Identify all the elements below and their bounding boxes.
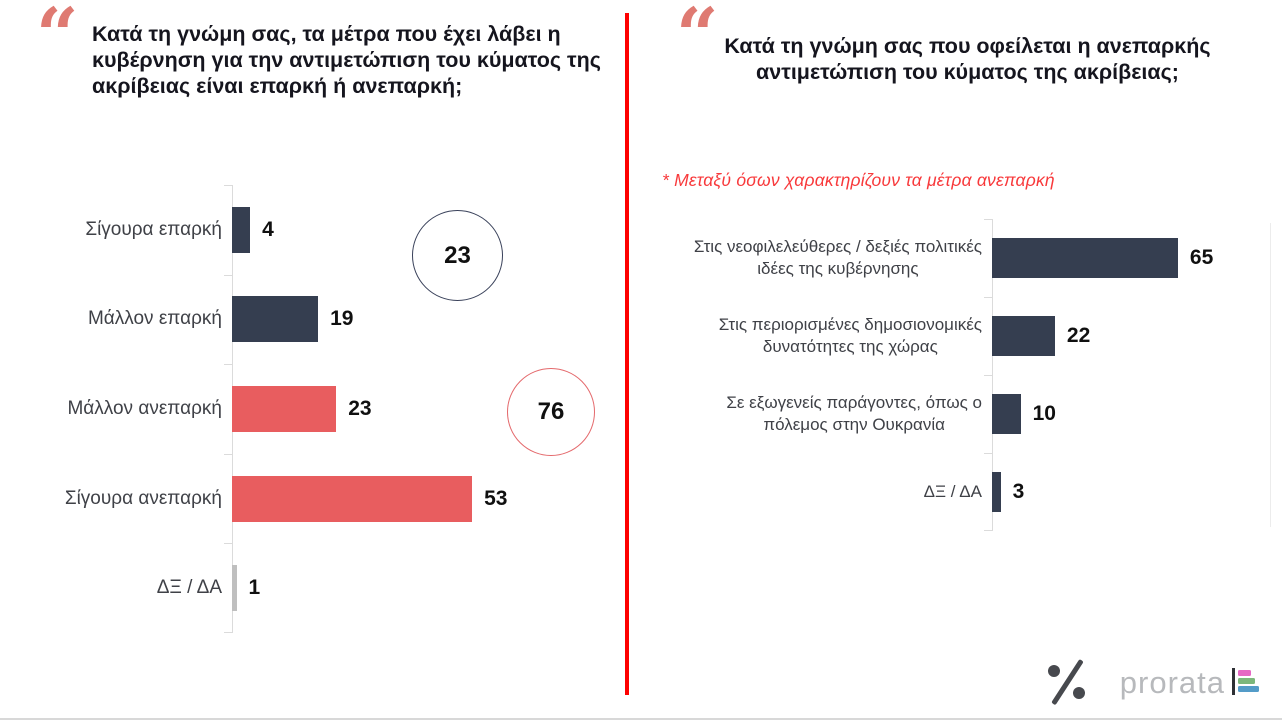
bar — [232, 565, 237, 612]
left-bar-chart: Σίγουρα επαρκή 4 Μάλλον επαρκή 19 Μάλλον ανε… — [0, 185, 628, 633]
value-label: 1 — [248, 576, 261, 600]
chart-row: Στις νεοφιλελεύθερες / δεξιές πολιτικές … — [660, 219, 1282, 297]
mini-bar-chart-icon — [1232, 668, 1262, 696]
quote-icon: “ — [36, 0, 79, 79]
percent-icon — [1044, 656, 1090, 708]
chart-row: ΔΞ / ΔΑ 1 — [0, 543, 628, 633]
axis-tick — [984, 219, 992, 220]
category-label: Σίγουρα επαρκή — [85, 218, 222, 240]
bar — [232, 206, 251, 253]
axis-tick — [984, 453, 992, 454]
chart-row: Μάλλον επαρκή 19 — [0, 275, 628, 365]
right-question-title: Κατά τη γνώμη σας που οφείλεται η ανεπαρ… — [724, 34, 1211, 84]
axis-tick — [984, 530, 992, 531]
right-bar-chart: Στις νεοφιλελεύθερες / δεξιές πολιτικές … — [660, 219, 1282, 531]
category-label: Μάλλον ανεπαρκή — [67, 397, 222, 419]
value-label: 65 — [1189, 246, 1214, 269]
circle-value: 23 — [444, 241, 471, 269]
bar — [992, 316, 1055, 356]
prorata-logo: prorata — [1044, 656, 1262, 708]
circle-value: 76 — [537, 398, 565, 425]
value-label: 19 — [330, 307, 354, 331]
chart-row: Σε εξωγενείς παράγοντες, όπως ο πόλεμος … — [660, 375, 1282, 453]
value-label: 23 — [348, 396, 372, 420]
category-label: ΔΞ / ΔΑ — [923, 481, 982, 501]
axis-tick — [984, 375, 992, 376]
category-label: Μάλλον επαρκή — [87, 308, 222, 330]
value-label: 22 — [1066, 324, 1091, 347]
category-label: Σίγουρα ανεπαρκή — [64, 487, 222, 509]
category-label: Στις νεοφιλελεύθερες / δεξιές πολιτικές … — [693, 236, 982, 278]
chart-row: Στις περιορισμένες δημοσιονομικές δυνατό… — [660, 297, 1282, 375]
axis-tick — [224, 453, 232, 455]
category-label: Στις περιορισμένες δημοσιονομικές δυνατό… — [718, 314, 982, 356]
left-question-title: Κατά τη γνώμη σας, τα μέτρα που έχει λάβ… — [92, 22, 601, 98]
axis-tick — [224, 185, 232, 186]
total-inadequate-circle: 76 — [507, 368, 595, 456]
axis-tick — [224, 632, 232, 633]
bar — [992, 472, 1001, 512]
bar — [232, 385, 337, 432]
category-label: Σε εξωγενείς παράγοντες, όπως ο πόλεμος … — [726, 392, 982, 434]
value-label: 3 — [1012, 480, 1025, 503]
filter-note: * Μεταξύ όσων χαρακτηρίζουν τα μέτρα ανε… — [662, 170, 1055, 190]
quote-icon: “ — [676, 0, 719, 79]
logo-wordmark: prorata — [1119, 664, 1225, 700]
chart-row: Σίγουρα ανεπαρκή 53 — [0, 454, 628, 544]
axis-tick — [224, 543, 232, 545]
chart-row: Μάλλον ανεπαρκή 23 — [0, 364, 628, 454]
axis-tick — [224, 364, 232, 366]
chart-row: Σίγουρα επαρκή 4 — [0, 185, 628, 275]
chart-row: ΔΞ / ΔΑ 3 — [660, 453, 1282, 531]
plot-edge-line — [1270, 223, 1271, 527]
value-label: 4 — [262, 217, 274, 241]
bar — [232, 296, 319, 343]
total-adequate-circle: 23 — [412, 210, 503, 301]
axis-tick — [984, 297, 992, 298]
category-label: ΔΞ / ΔΑ — [156, 577, 222, 599]
bar — [992, 394, 1021, 434]
bar — [992, 238, 1178, 278]
bar — [232, 475, 473, 522]
slide-edge — [0, 718, 1282, 720]
value-label: 53 — [484, 486, 508, 510]
axis-line — [992, 219, 993, 531]
axis-tick — [224, 274, 232, 276]
vertical-divider — [625, 13, 629, 695]
value-label: 10 — [1032, 402, 1056, 425]
